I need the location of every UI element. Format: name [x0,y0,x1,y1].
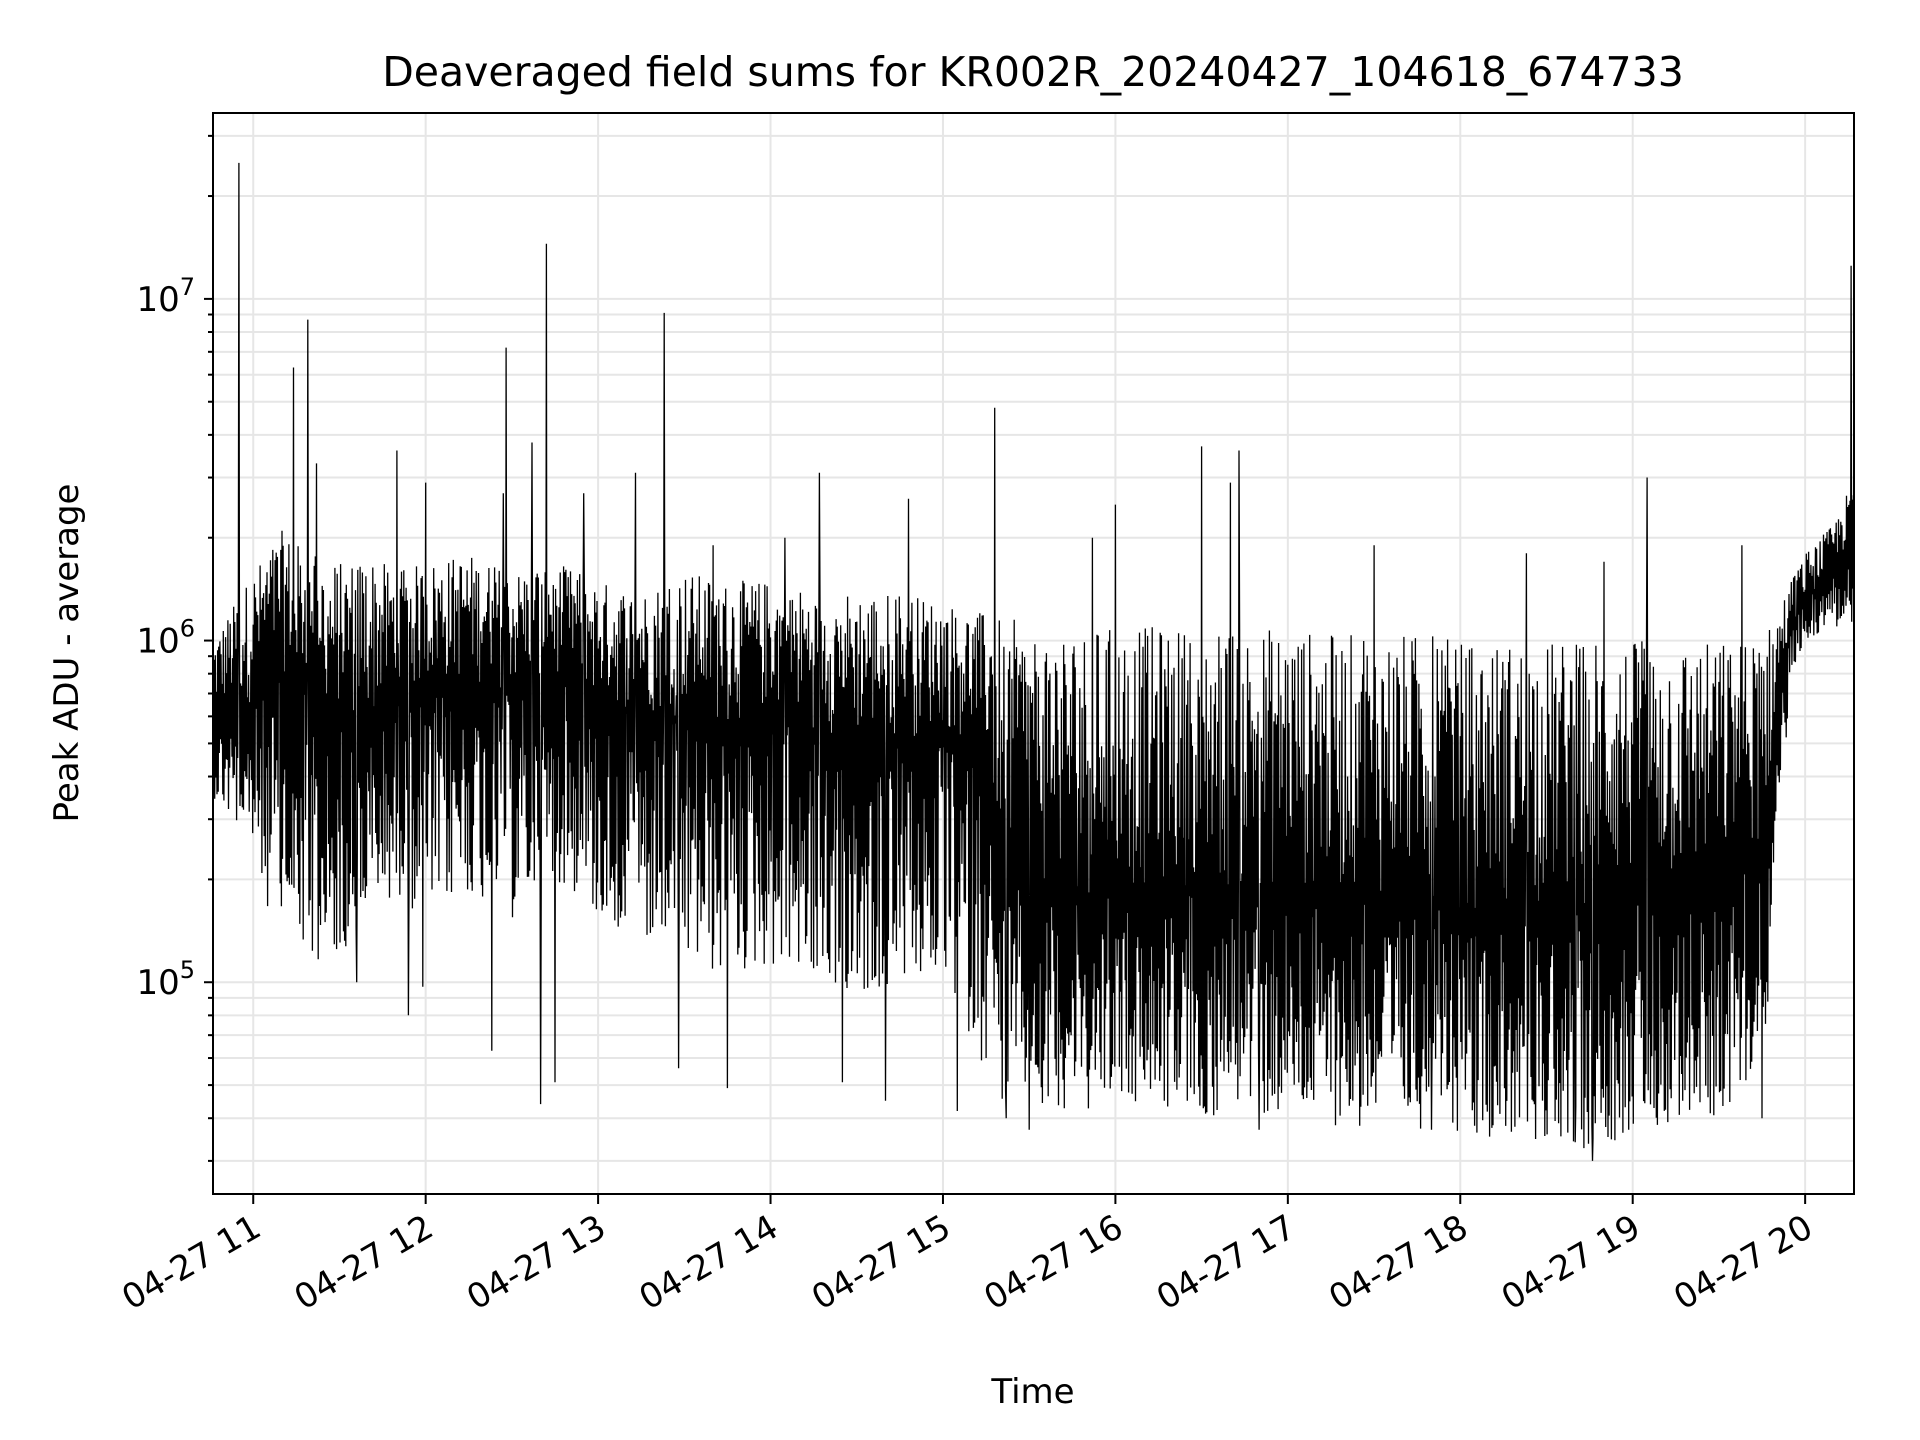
y-tick-label-exponent: 6 [180,615,195,643]
y-tick-label-exponent: 5 [180,956,195,984]
series-group [212,162,1855,1161]
y-tick-label-base: 10 [136,963,179,1003]
y-tick-label-base: 10 [136,622,179,662]
y-tick-label: 107 [136,273,195,320]
y-tick-label-exponent: 7 [180,273,195,301]
x-axis-label: Time [990,1372,1074,1412]
y-tick-label-base: 10 [136,280,179,320]
y-tick-label: 106 [136,615,195,662]
series-line [212,162,1855,1161]
plot-frame [212,112,1855,1195]
y-tick-label: 105 [136,956,195,1003]
chart-title: Deaveraged field sums for KR002R_2024042… [382,48,1684,96]
y-axis-label: Peak ADU - average [47,484,87,823]
